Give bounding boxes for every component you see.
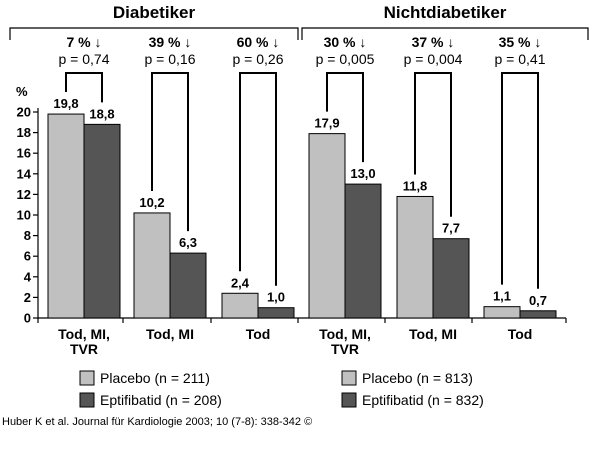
- bar: [344, 183, 382, 319]
- x-tick-label: Tod, MI: [146, 326, 194, 342]
- bar: [169, 252, 207, 319]
- significance-bracket: [239, 72, 277, 286]
- group-title: Nichtdiabetiker: [384, 3, 507, 22]
- p-value-label: p = 0,004: [404, 51, 463, 67]
- y-tick-label: 18: [17, 125, 31, 140]
- p-value-label: p = 0,005: [316, 51, 375, 67]
- y-tick-label: 20: [17, 105, 31, 120]
- legend-label: Eptifibatid (n = 208): [100, 392, 222, 408]
- significance-bracket: [151, 72, 189, 232]
- legend-swatch: [341, 392, 357, 408]
- reduction-label: 35 % ↓: [499, 34, 542, 50]
- x-tick-label: Tod, MI,: [58, 326, 110, 342]
- y-tick-label: 6: [24, 249, 31, 264]
- y-tick-label: 2: [24, 290, 31, 305]
- legend-swatch: [79, 392, 95, 408]
- bar: [221, 292, 259, 319]
- y-tick-label: 8: [24, 228, 31, 243]
- reduction-label: 37 % ↓: [412, 34, 455, 50]
- x-tick-label: Tod: [508, 326, 533, 342]
- group-title: Diabetiker: [113, 3, 196, 22]
- legend-swatch: [341, 370, 357, 386]
- y-tick-label: 0: [24, 311, 31, 326]
- x-tick-label: TVR: [70, 341, 98, 357]
- y-tick-label: 16: [17, 146, 31, 161]
- legend-swatch: [79, 370, 95, 386]
- significance-bracket: [326, 72, 364, 163]
- bar-value-label: 2,4: [231, 275, 250, 290]
- x-tick-label: Tod: [246, 326, 271, 342]
- reduction-label: 60 % ↓: [237, 34, 280, 50]
- bar-value-label: 19,8: [53, 96, 78, 111]
- legend-label: Placebo (n = 211): [100, 370, 210, 386]
- reduction-label: 7 % ↓: [66, 34, 101, 50]
- x-tick-label: TVR: [331, 341, 359, 357]
- group-brace: [9, 27, 299, 40]
- citation: Huber K et al. Journal für Kardiologie 2…: [2, 416, 313, 428]
- y-tick-label: 4: [24, 269, 32, 284]
- y-axis-label: %: [16, 84, 28, 99]
- bar-value-label: 6,3: [179, 235, 197, 250]
- significance-bracket: [65, 72, 103, 103]
- bar: [308, 133, 346, 319]
- bar-value-label: 17,9: [314, 116, 339, 131]
- bar-value-label: 10,2: [139, 195, 164, 210]
- bar-chart: % 0 2 4 6 8 10 12 14 16 18 20 Diabetiker Nichtdiabeti…: [9, 3, 589, 408]
- bar-value-label: 0,7: [529, 293, 547, 308]
- significance-bracket: [501, 72, 539, 289]
- bar: [257, 307, 295, 319]
- bar: [396, 195, 434, 319]
- legend-label: Placebo (n = 813): [362, 370, 473, 386]
- p-value-label: p = 0,16: [145, 51, 196, 67]
- y-tick-label: 10: [17, 208, 31, 223]
- x-tick-label: Tod, MI: [409, 326, 457, 342]
- bar: [83, 123, 121, 319]
- bar-value-label: 7,7: [442, 221, 460, 236]
- bar-value-label: 11,8: [403, 178, 428, 193]
- reduction-label: 30 % ↓: [324, 34, 367, 50]
- bar-value-label: 13,0: [350, 166, 375, 181]
- bar-value-label: 1,0: [267, 290, 285, 305]
- y-tick-label: 12: [17, 187, 31, 202]
- legend-label: Eptifibatid (n = 832): [362, 392, 484, 408]
- bar: [519, 310, 557, 319]
- reduction-label: 39 % ↓: [149, 34, 192, 50]
- y-tick-label: 14: [17, 166, 32, 181]
- p-value-label: p = 0,26: [233, 51, 284, 67]
- bar: [432, 238, 470, 319]
- group-brace: [301, 27, 589, 40]
- bar: [47, 113, 85, 319]
- significance-bracket: [414, 72, 452, 217]
- bar: [483, 306, 521, 319]
- bar: [133, 212, 171, 319]
- p-value-label: p = 0,41: [495, 51, 546, 67]
- bar-value-label: 18,8: [89, 106, 114, 121]
- p-value-label: p = 0,74: [59, 51, 110, 67]
- bar-value-label: 1,1: [493, 289, 511, 304]
- x-tick-label: Tod, MI,: [319, 326, 371, 342]
